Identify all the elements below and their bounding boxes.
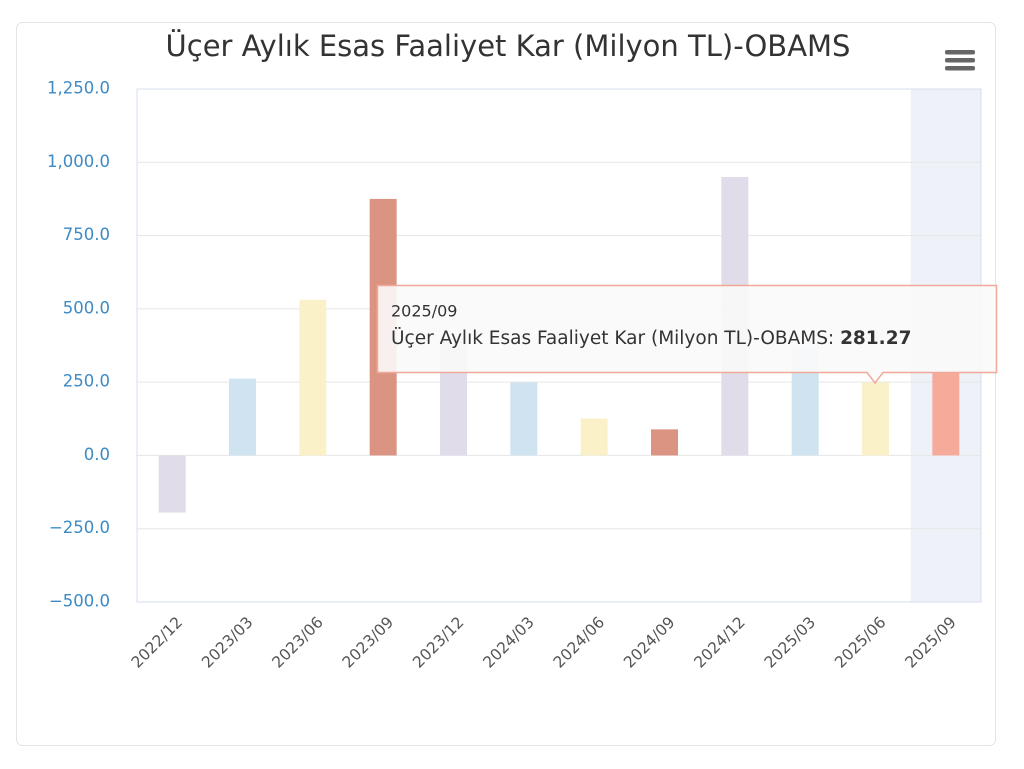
tooltip-value: 281.27 bbox=[840, 328, 911, 349]
y-tick-label: −500.0 bbox=[49, 592, 110, 611]
bar bbox=[229, 378, 256, 456]
y-tick-label: 750.0 bbox=[63, 225, 110, 244]
menu-button[interactable] bbox=[944, 46, 976, 72]
y-tick-label: 1,000.0 bbox=[47, 152, 110, 171]
tooltip-header: 2025/09 bbox=[391, 302, 457, 321]
tooltip-text: Üçer Aylık Esas Faaliyet Kar (Milyon TL)… bbox=[391, 327, 911, 349]
bar bbox=[510, 382, 538, 456]
y-tick-label: 500.0 bbox=[63, 298, 110, 317]
bar bbox=[932, 372, 960, 456]
tooltip: 2025/09 Üçer Aylık Esas Faaliyet Kar (Mi… bbox=[376, 284, 998, 385]
chart-title: Üçer Aylık Esas Faaliyet Kar (Milyon TL)… bbox=[166, 29, 851, 63]
y-tick-label: 0.0 bbox=[84, 445, 110, 464]
bar bbox=[158, 455, 186, 513]
bar bbox=[299, 299, 327, 456]
tooltip-series: Üçer Aylık Esas Faaliyet Kar (Milyon TL)… bbox=[391, 327, 834, 349]
menu-bar bbox=[945, 58, 975, 63]
bar bbox=[580, 418, 608, 456]
y-tick-label: 250.0 bbox=[63, 372, 110, 391]
menu-bar bbox=[945, 66, 975, 71]
bar bbox=[862, 382, 889, 456]
y-tick-label: 1,250.0 bbox=[47, 79, 110, 98]
bar bbox=[651, 429, 678, 456]
menu-bar bbox=[945, 50, 975, 55]
y-tick-label: −250.0 bbox=[49, 518, 110, 537]
card bbox=[16, 22, 996, 746]
tooltip-box bbox=[376, 284, 998, 385]
